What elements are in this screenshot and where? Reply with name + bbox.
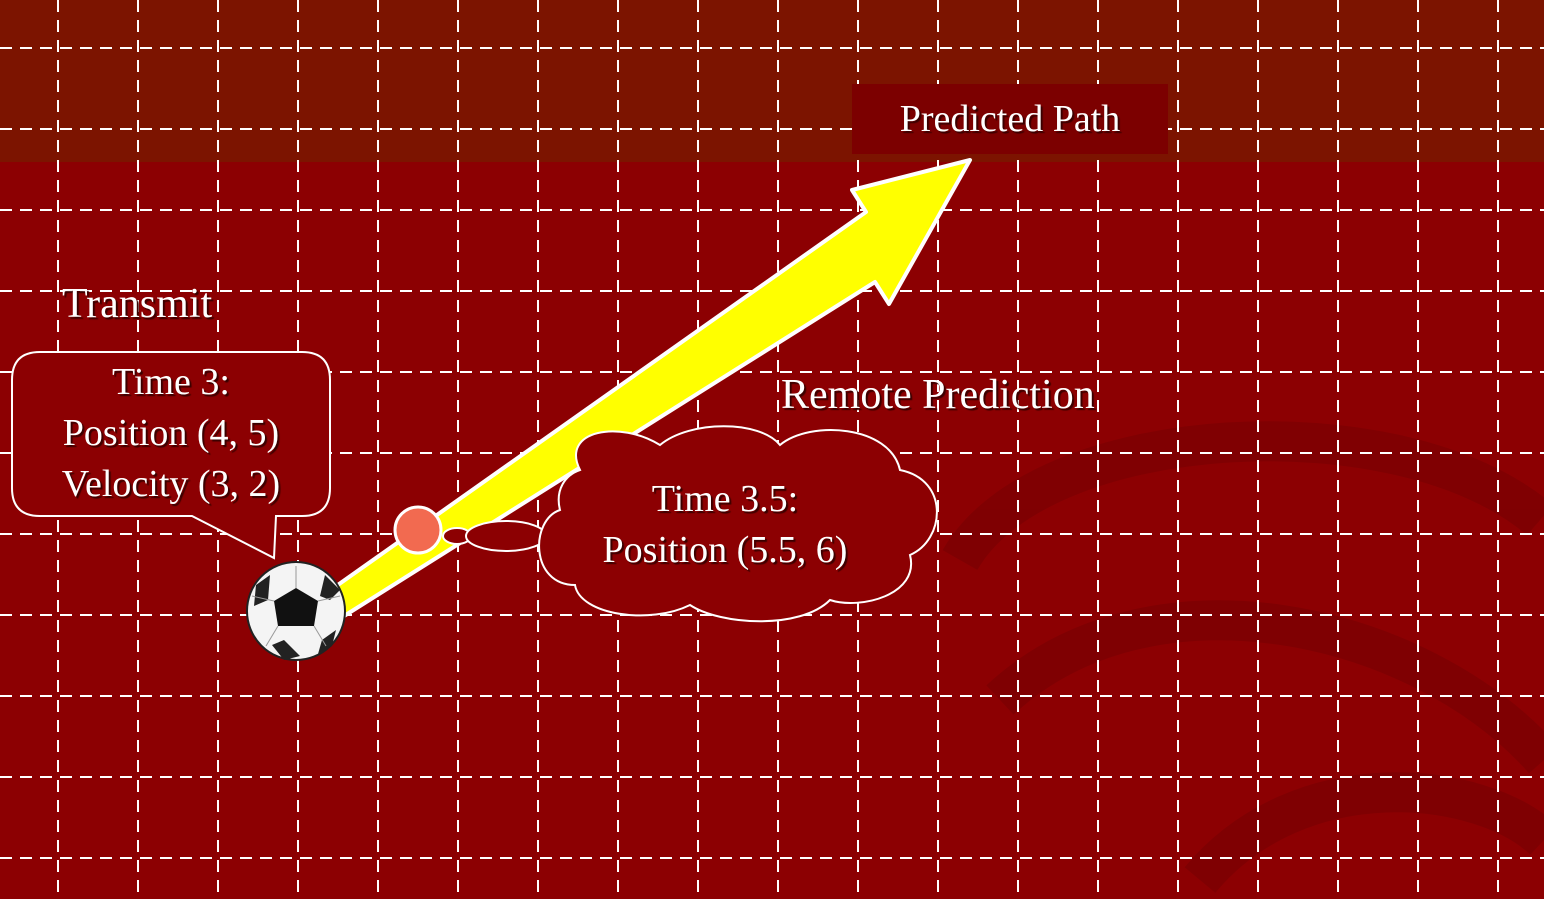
- transmit-title: Transmit: [62, 281, 213, 327]
- predicted-path-label: Predicted Path: [899, 98, 1121, 140]
- predicted-path-arrow: [306, 158, 972, 630]
- transmit-velocity: Velocity (3, 2): [61, 463, 281, 505]
- transmit-time: Time 3:: [112, 361, 230, 403]
- remote-position: Position (5.5, 6): [602, 529, 848, 571]
- soccer-ball-icon: [246, 561, 346, 661]
- predicted-path-box: Predicted Path: [852, 84, 1168, 154]
- thought-dot-large: [465, 520, 547, 552]
- remote-prediction-cloud: [442, 425, 938, 623]
- remote-time: Time 3.5:: [651, 478, 799, 520]
- transmit-position: Position (4, 5): [62, 412, 280, 454]
- background-swirl: [942, 421, 1544, 894]
- predicted-position-dot: [393, 505, 443, 555]
- remote-prediction-title: Remote Prediction: [781, 372, 1095, 418]
- transmit-callout-text: Time 3: Position (4, 5) Velocity (3, 2): [14, 357, 328, 510]
- top-band: [0, 0, 1544, 162]
- transmit-callout: [11, 351, 331, 560]
- remote-prediction-text: Time 3.5: Position (5.5, 6): [570, 474, 880, 576]
